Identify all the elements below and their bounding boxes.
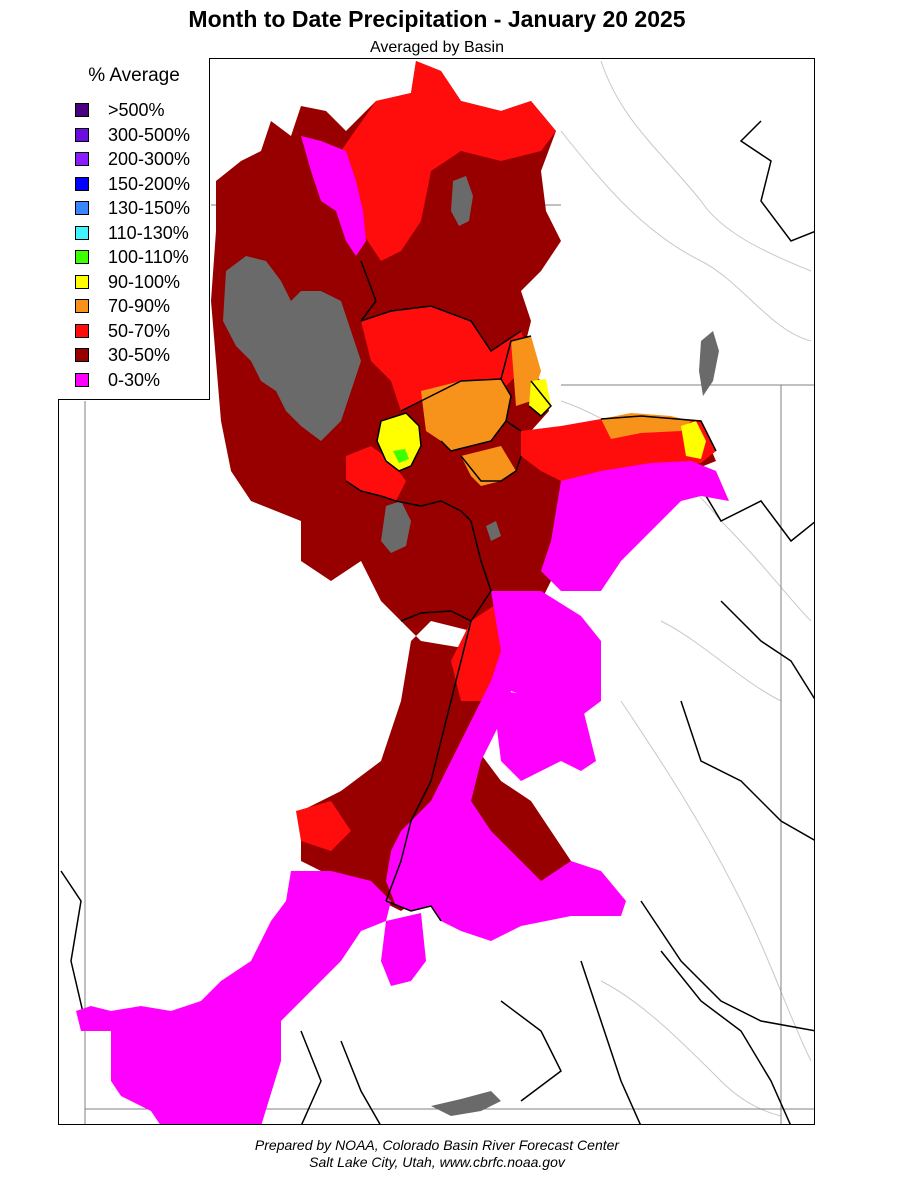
precipitation-map	[58, 58, 815, 1125]
basin-90-100-east	[681, 421, 706, 459]
basin-0-30-northwest	[301, 136, 366, 256]
legend-label: 30-50%	[108, 345, 171, 365]
legend-swatch	[75, 250, 89, 264]
legend-swatch	[75, 176, 89, 191]
legend-label: 150-200%	[108, 173, 191, 194]
basin-70-90-east	[601, 413, 691, 439]
basin-90-100-west	[377, 413, 421, 471]
lake-flaming-gorge	[699, 331, 719, 396]
legend-swatch	[75, 372, 89, 387]
basin-0-30-southeast	[496, 691, 596, 781]
legend-label: 110-130%	[108, 222, 189, 243]
legend-label: 300-500%	[108, 124, 191, 145]
legend-label: >500%	[108, 100, 165, 120]
basin-50-70-south	[296, 801, 351, 851]
basin-regions	[76, 61, 729, 1124]
legend-label: 100-110%	[108, 247, 189, 267]
lake-powell	[431, 1091, 501, 1116]
county-outlines	[60, 120, 814, 1124]
lake-bear	[451, 176, 473, 226]
legend-label: 200-300%	[108, 149, 191, 169]
map-subtitle: Averaged by Basin	[369, 39, 504, 56]
basin-50-70-east	[521, 416, 716, 491]
legend-label: 90-100%	[108, 271, 181, 292]
lake-utah	[381, 501, 411, 553]
basin-100-110	[393, 449, 409, 463]
legend-swatch	[75, 225, 89, 240]
basin-0-30-east	[541, 461, 729, 591]
map-canvas	[60, 60, 814, 1124]
basin-outlines	[345, 260, 717, 922]
map-title: Month to Date Precipitation - January 20…	[188, 6, 686, 32]
lake-small-ne	[486, 521, 501, 541]
legend-label: 50-70%	[108, 320, 171, 341]
basin-50-70-north	[341, 61, 556, 261]
legend-label: 0-30%	[108, 369, 161, 390]
legend-title: % Average	[88, 65, 180, 86]
legend-label: 130-150%	[108, 198, 191, 218]
credit-line-2: Salt Lake City, Utah, www.cbrfc.noaa.gov	[309, 1154, 565, 1170]
basin-0-30-south	[386, 591, 626, 941]
credit-text: Prepared by NOAA, Colorado Basin River F…	[0, 1137, 874, 1171]
basin-70-90-mid	[461, 446, 516, 486]
legend-swatch	[75, 274, 89, 289]
legend-swatch	[75, 127, 89, 142]
legend: % Average >500% 300-500% 200-300% 150-200% 1…	[58, 58, 210, 400]
basin-50-70-west	[346, 446, 406, 501]
basin-0-30-south2	[381, 913, 426, 986]
basin-70-90-center	[421, 379, 511, 451]
credit-line-1: Prepared by NOAA, Colorado Basin River F…	[254, 1137, 620, 1153]
legend-swatch	[75, 299, 89, 313]
lake-great-salt	[223, 256, 361, 441]
basin-30-50-main	[211, 61, 716, 921]
basin-0-30-southwest	[76, 871, 391, 1124]
legend-swatch	[75, 201, 89, 215]
legend-label: 70-90%	[108, 296, 171, 316]
legend-swatch	[75, 348, 89, 362]
legend-swatch	[75, 323, 89, 338]
legend-swatch	[75, 103, 89, 117]
basin-90-100-ne	[529, 379, 551, 416]
legend-swatch	[75, 152, 89, 166]
